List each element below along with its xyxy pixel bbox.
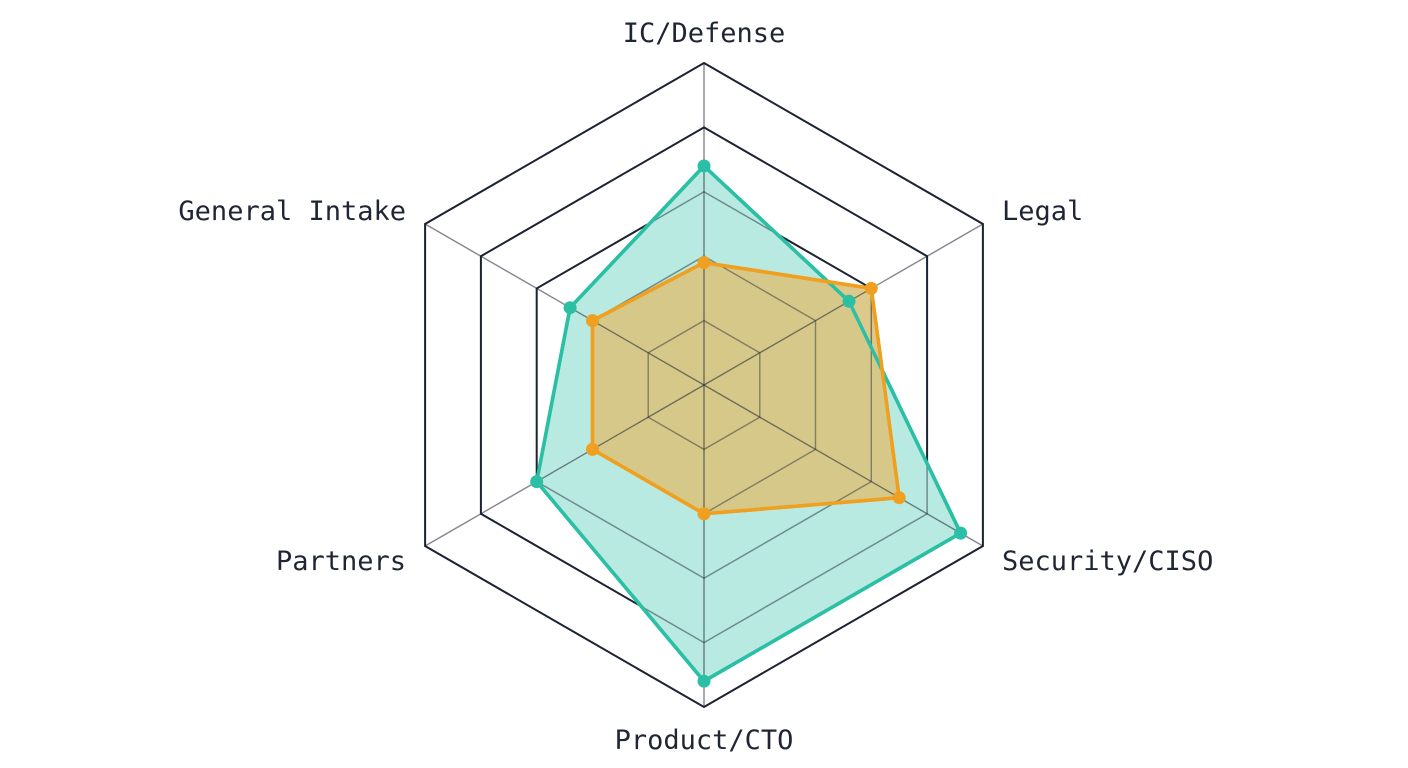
grid-ring-overlay-5 (424, 62, 984, 708)
series-2-point-4 (697, 507, 711, 521)
grid-ring-overlay-4 (480, 126, 928, 644)
axis-label-partners: Partners (276, 546, 406, 577)
axis-label-legal: Legal (1002, 196, 1083, 227)
spoke-3 (703, 384, 984, 547)
axis-labels: IC/Defense Legal Security/CISO Product/C… (178, 18, 1213, 756)
axis-label-security-ciso: Security/CISO (1002, 546, 1213, 577)
axis-label-general-intake: General Intake (178, 196, 406, 227)
series-1-point-6 (563, 301, 577, 315)
series-1-point-2 (842, 294, 856, 308)
grid-ring-overlay-1 (647, 319, 761, 451)
spoke-5 (424, 384, 705, 547)
series-layer (424, 62, 984, 708)
axis-label-product-cto: Product/CTO (615, 725, 794, 756)
series-1-point-5 (530, 475, 544, 489)
series-1-point-3 (954, 526, 968, 540)
series-2-point-5 (586, 442, 599, 456)
series-2-point-1 (697, 256, 711, 270)
series-2-point-3 (892, 491, 906, 505)
series-1-point-4 (697, 674, 711, 688)
series-1-point-1 (697, 159, 711, 173)
axis-label-ic-defense: IC/Defense (623, 18, 786, 49)
series-2-point-2 (864, 281, 878, 295)
series-2-point-6 (586, 314, 599, 328)
